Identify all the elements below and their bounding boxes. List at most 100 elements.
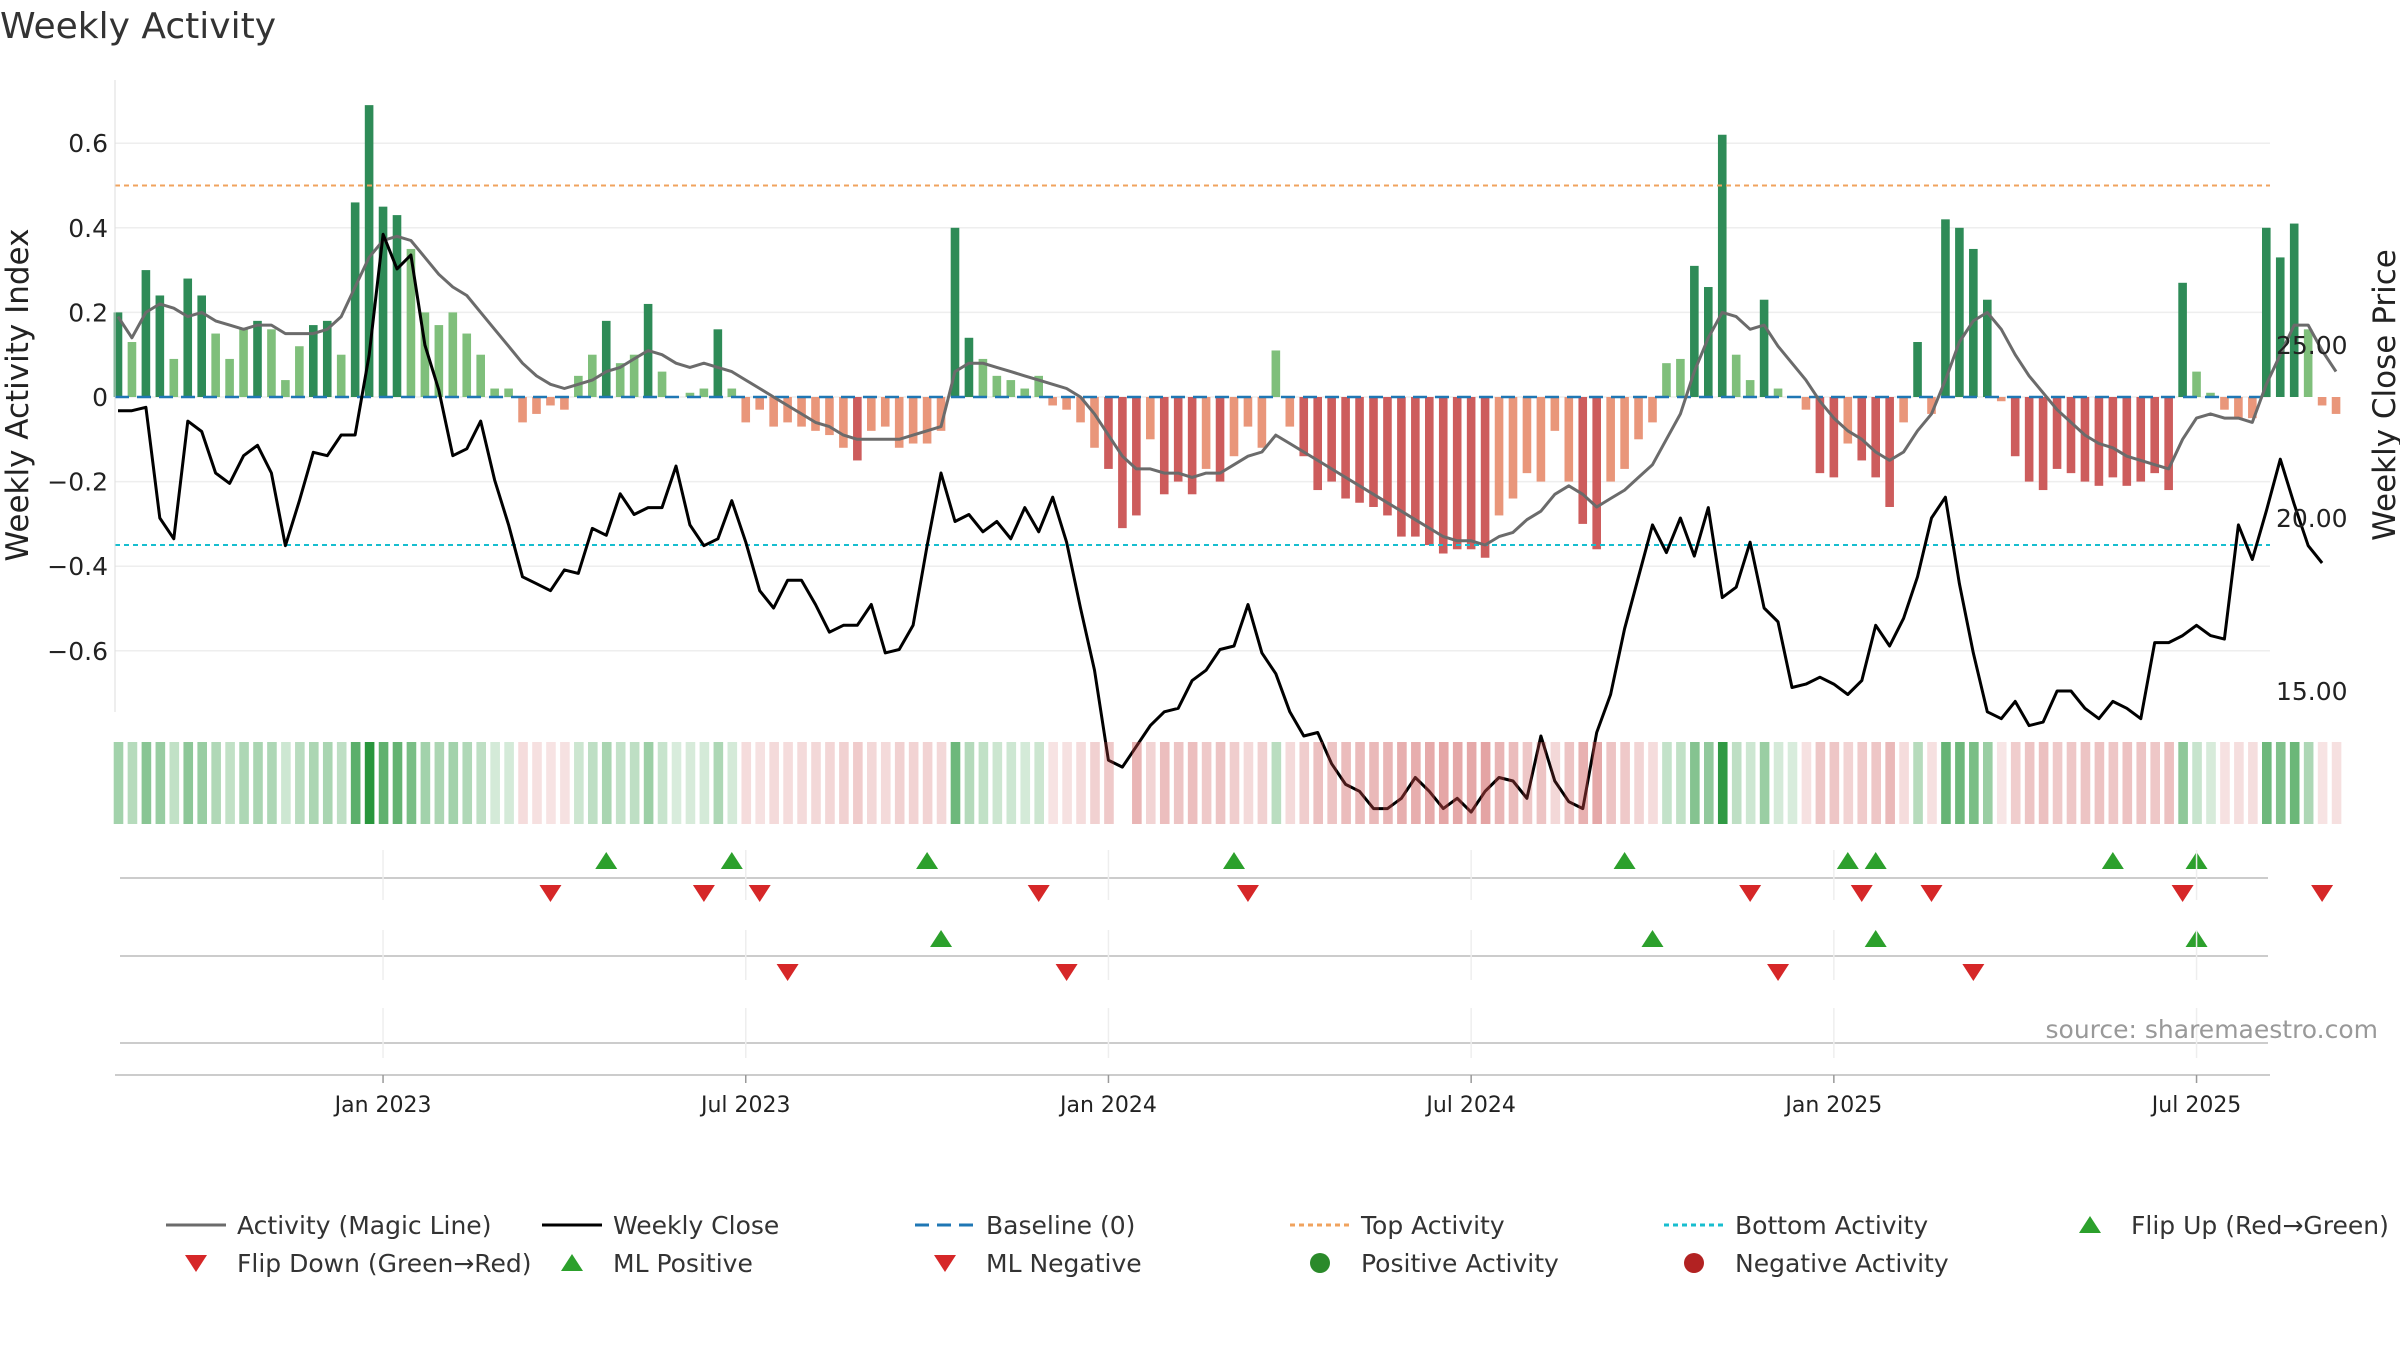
ml-positive-marker bbox=[930, 930, 953, 947]
activity-bar bbox=[1369, 397, 1378, 507]
activity-bar bbox=[629, 354, 639, 397]
ribbon-cell bbox=[155, 742, 166, 824]
legend-label: ML Negative bbox=[986, 1249, 1142, 1278]
activity-bar bbox=[2080, 397, 2090, 482]
ribbon-cell bbox=[476, 742, 486, 824]
ribbon-cell bbox=[1759, 742, 1770, 824]
legend-label: Top Activity bbox=[1360, 1211, 1505, 1240]
activity-bar bbox=[741, 397, 751, 423]
activity-bar bbox=[853, 397, 862, 461]
activity-bar bbox=[1815, 397, 1825, 474]
flip-up-marker bbox=[1836, 852, 1859, 869]
activity-bar bbox=[1717, 134, 1727, 398]
activity-bar bbox=[1076, 397, 1085, 423]
ribbon-cell bbox=[1411, 742, 1421, 824]
ribbon-cell bbox=[1341, 742, 1351, 824]
activity-bar bbox=[1550, 397, 1560, 431]
activity-bar bbox=[867, 397, 876, 431]
activity-bar bbox=[1215, 397, 1225, 482]
activity-bar bbox=[1634, 397, 1643, 440]
activity-bar bbox=[1494, 397, 1504, 516]
activity-bar bbox=[1480, 397, 1490, 558]
activity-bar bbox=[490, 388, 499, 397]
activity-bar bbox=[1257, 397, 1267, 448]
ml-negative-marker bbox=[776, 964, 799, 981]
activity-bar bbox=[2178, 282, 2187, 397]
legend-swatch bbox=[2079, 1216, 2101, 1233]
flip-down-marker bbox=[539, 885, 562, 902]
legend-item: Activity (Magic Line) bbox=[166, 1211, 491, 1240]
activity-bar bbox=[2164, 397, 2173, 491]
ml-positive-marker bbox=[1864, 930, 1887, 947]
ribbon-cell bbox=[1704, 742, 1714, 824]
ribbon-cell bbox=[518, 742, 528, 824]
activity-bar bbox=[2303, 329, 2313, 397]
activity-bar bbox=[1508, 397, 1518, 499]
ribbon-cell bbox=[1731, 742, 1742, 824]
ribbon-cell bbox=[825, 742, 835, 824]
ribbon-cell bbox=[127, 742, 138, 824]
activity-bar bbox=[1048, 397, 1057, 406]
ribbon-cell bbox=[1885, 742, 1895, 824]
activity-bar bbox=[364, 105, 374, 397]
legend-swatch bbox=[1684, 1253, 1704, 1273]
ribbon-cell bbox=[1048, 742, 1058, 824]
ribbon-cell bbox=[2108, 742, 2119, 824]
ribbon-cell bbox=[1146, 742, 1156, 824]
ribbon-cell bbox=[2262, 742, 2272, 824]
activity-bar bbox=[1522, 397, 1532, 474]
activity-bar bbox=[504, 388, 513, 397]
y2-axis-label: Weekly Close Price bbox=[2367, 249, 2400, 541]
ribbon-cell bbox=[1006, 742, 1017, 824]
legend-label: Activity (Magic Line) bbox=[237, 1211, 491, 1240]
activity-bar bbox=[601, 320, 611, 397]
ribbon-cell bbox=[1215, 742, 1226, 824]
ribbon-cell bbox=[685, 742, 696, 824]
ribbon-cell bbox=[1271, 742, 1282, 824]
reference-lines bbox=[115, 184, 2270, 547]
series-lines bbox=[116, 232, 2338, 814]
activity-bar bbox=[1466, 397, 1476, 550]
ribbon-cell bbox=[1871, 742, 1881, 824]
ribbon-cell bbox=[699, 742, 710, 824]
ribbon-cell bbox=[1829, 742, 1840, 824]
activity-bar bbox=[267, 329, 276, 397]
ribbon-cell bbox=[141, 742, 152, 824]
ribbon-cell bbox=[2234, 742, 2244, 824]
activity-bar bbox=[1229, 397, 1239, 457]
y2-tick-label: 25.00 bbox=[2276, 331, 2348, 360]
x-tick-label: Jan 2024 bbox=[1058, 1093, 1157, 1118]
legend-swatch bbox=[185, 1255, 207, 1272]
legend-item: ML Positive bbox=[561, 1249, 753, 1278]
activity-bar bbox=[2289, 223, 2299, 397]
activity-bar bbox=[1913, 342, 1922, 397]
activity-bar bbox=[1620, 397, 1629, 469]
x-tick-label: Jan 2025 bbox=[1783, 1093, 1882, 1118]
ribbon-cell bbox=[546, 742, 556, 824]
activity-bar bbox=[1955, 227, 1964, 397]
ribbon-cell bbox=[1592, 742, 1602, 824]
activity-bar bbox=[811, 397, 820, 431]
flip-down-marker bbox=[2171, 885, 2194, 902]
ribbon-cell bbox=[1801, 742, 1812, 824]
ribbon-cell bbox=[183, 742, 194, 824]
ribbon-cell bbox=[1090, 742, 1100, 824]
activity-bar bbox=[1899, 397, 1908, 423]
ribbon-cell bbox=[1676, 742, 1686, 824]
ribbon-cell bbox=[769, 742, 779, 824]
legend-item: Bottom Activity bbox=[1664, 1211, 1928, 1240]
ribbon-cell bbox=[1034, 742, 1044, 824]
ribbon-cell bbox=[1466, 742, 1477, 824]
activity-bar bbox=[2122, 397, 2132, 486]
ribbon-cell bbox=[1229, 742, 1240, 824]
activity-bar bbox=[685, 392, 695, 397]
ribbon-cell bbox=[211, 742, 221, 824]
activity-bar bbox=[2052, 397, 2062, 469]
activity-bar bbox=[1843, 397, 1853, 444]
activity-bar bbox=[1983, 299, 1992, 397]
ribbon-cell bbox=[1062, 742, 1072, 824]
legend-item: Baseline (0) bbox=[915, 1211, 1135, 1240]
activity-bar bbox=[155, 295, 165, 397]
ribbon-cell bbox=[894, 742, 905, 824]
ribbon-cell bbox=[169, 742, 180, 824]
